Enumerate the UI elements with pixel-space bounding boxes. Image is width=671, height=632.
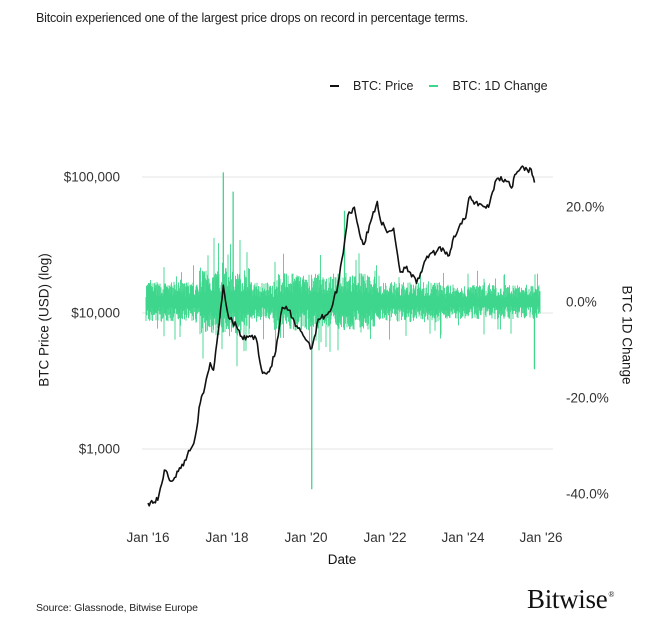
right-tick-neg20: -20.0% bbox=[566, 390, 609, 406]
legend-swatch-price-icon bbox=[330, 85, 339, 87]
left-tick-10000: $10,000 bbox=[71, 305, 120, 321]
change-series-bars bbox=[145, 172, 541, 490]
x-tick-2024: Jan '24 bbox=[441, 530, 485, 545]
chart-subtitle: Bitcoin experienced one of the largest p… bbox=[36, 11, 468, 25]
x-tick-2018: Jan '18 bbox=[205, 530, 249, 545]
price-series-line bbox=[147, 165, 536, 507]
legend-label-change: BTC: 1D Change bbox=[452, 79, 548, 93]
right-tick-neg40: -40.0% bbox=[566, 486, 609, 502]
bitwise-logo: Bitwise® bbox=[527, 584, 614, 615]
legend-swatch-change-icon bbox=[429, 85, 439, 87]
x-tick-2016: Jan '16 bbox=[126, 530, 170, 545]
legend-item-change: BTC: 1D Change bbox=[429, 79, 548, 93]
chart-legend: BTC: Price BTC: 1D Change bbox=[330, 79, 564, 93]
legend-item-price: BTC: Price bbox=[330, 79, 413, 93]
x-tick-2022: Jan '22 bbox=[363, 530, 407, 545]
x-axis-title: Date bbox=[327, 552, 357, 567]
registered-mark-icon: ® bbox=[608, 590, 615, 599]
right-tick-0: 0.0% bbox=[566, 294, 597, 310]
source-note: Source: Glassnode, Bitwise Europe bbox=[36, 602, 198, 614]
legend-label-price: BTC: Price bbox=[353, 79, 414, 93]
x-tick-2020: Jan '20 bbox=[284, 530, 328, 545]
right-tick-20: 20.0% bbox=[566, 199, 605, 215]
left-tick-1000: $1,000 bbox=[78, 441, 120, 457]
right-axis-title-text: BTC 1D Change bbox=[619, 285, 635, 385]
left-axis-title-text: BTC Price (USD) (log) bbox=[36, 253, 52, 387]
logo-text: Bitwise bbox=[527, 584, 608, 614]
x-tick-2026: Jan '26 bbox=[519, 530, 563, 545]
left-tick-100000: $100,000 bbox=[63, 169, 120, 185]
